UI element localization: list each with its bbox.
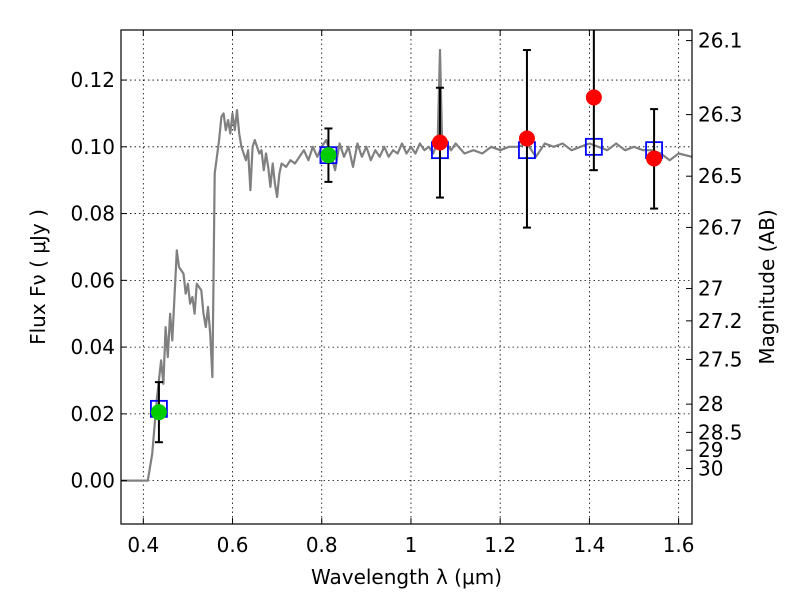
y2-tick-label: 26.1: [698, 29, 743, 53]
grid: [121, 30, 692, 524]
y2-tick-label: 29: [698, 438, 723, 462]
y-tick-label: 0.04: [70, 335, 115, 359]
y-tick-label: 0.12: [70, 68, 115, 92]
x-tick-label: 0.4: [127, 533, 159, 557]
x-tick-label: 1.4: [573, 533, 605, 557]
x-tick-label: 1: [405, 533, 418, 557]
y2-tick-label: 27.2: [698, 309, 743, 333]
axes-frame: [120, 29, 693, 525]
photometry-point: [646, 150, 663, 167]
y2-tick-label: 28: [698, 392, 723, 416]
x-axis-label: Wavelength λ (μm): [311, 565, 502, 589]
y-tick-label: 0.02: [70, 402, 115, 426]
y2-tick-label: 26.7: [698, 215, 743, 239]
x-tick-label: 1.6: [663, 533, 695, 557]
y2-tick-label: 30: [698, 456, 723, 480]
plot-area: [121, 30, 693, 482]
y2-tick-label: 27: [698, 277, 723, 301]
y-tick-label: 0.10: [70, 135, 115, 159]
x-tick-label: 0.6: [217, 533, 249, 557]
x-tick-label: 1.2: [484, 533, 516, 557]
spectrum-line: [121, 48, 693, 482]
photometry-point: [585, 89, 602, 106]
ticks: 0.4 0.6 0.8 1 1.2 1.4 1.6 0.00 0.02 0.04 0.06 0.08 0…: [70, 29, 742, 557]
photometry-point: [320, 147, 337, 164]
y-tick-label: 0.06: [70, 268, 115, 292]
y-tick-label: 0.08: [70, 202, 115, 226]
y2-tick-label: 27.5: [698, 347, 743, 371]
y-axis-label: Flux Fν ( μJy ): [26, 209, 50, 345]
x-tick-label: 0.8: [306, 533, 338, 557]
y2-tick-label: 26.5: [698, 164, 743, 188]
y2-tick-label: 28.5: [698, 420, 743, 444]
y2-axis-label: Magnitude (AB): [755, 209, 779, 364]
photometry-point: [431, 134, 448, 151]
y-tick-label: 0.00: [70, 469, 115, 493]
photometry-point: [518, 130, 535, 147]
photometry-point: [150, 404, 167, 421]
y2-tick-label: 26.3: [698, 103, 743, 127]
